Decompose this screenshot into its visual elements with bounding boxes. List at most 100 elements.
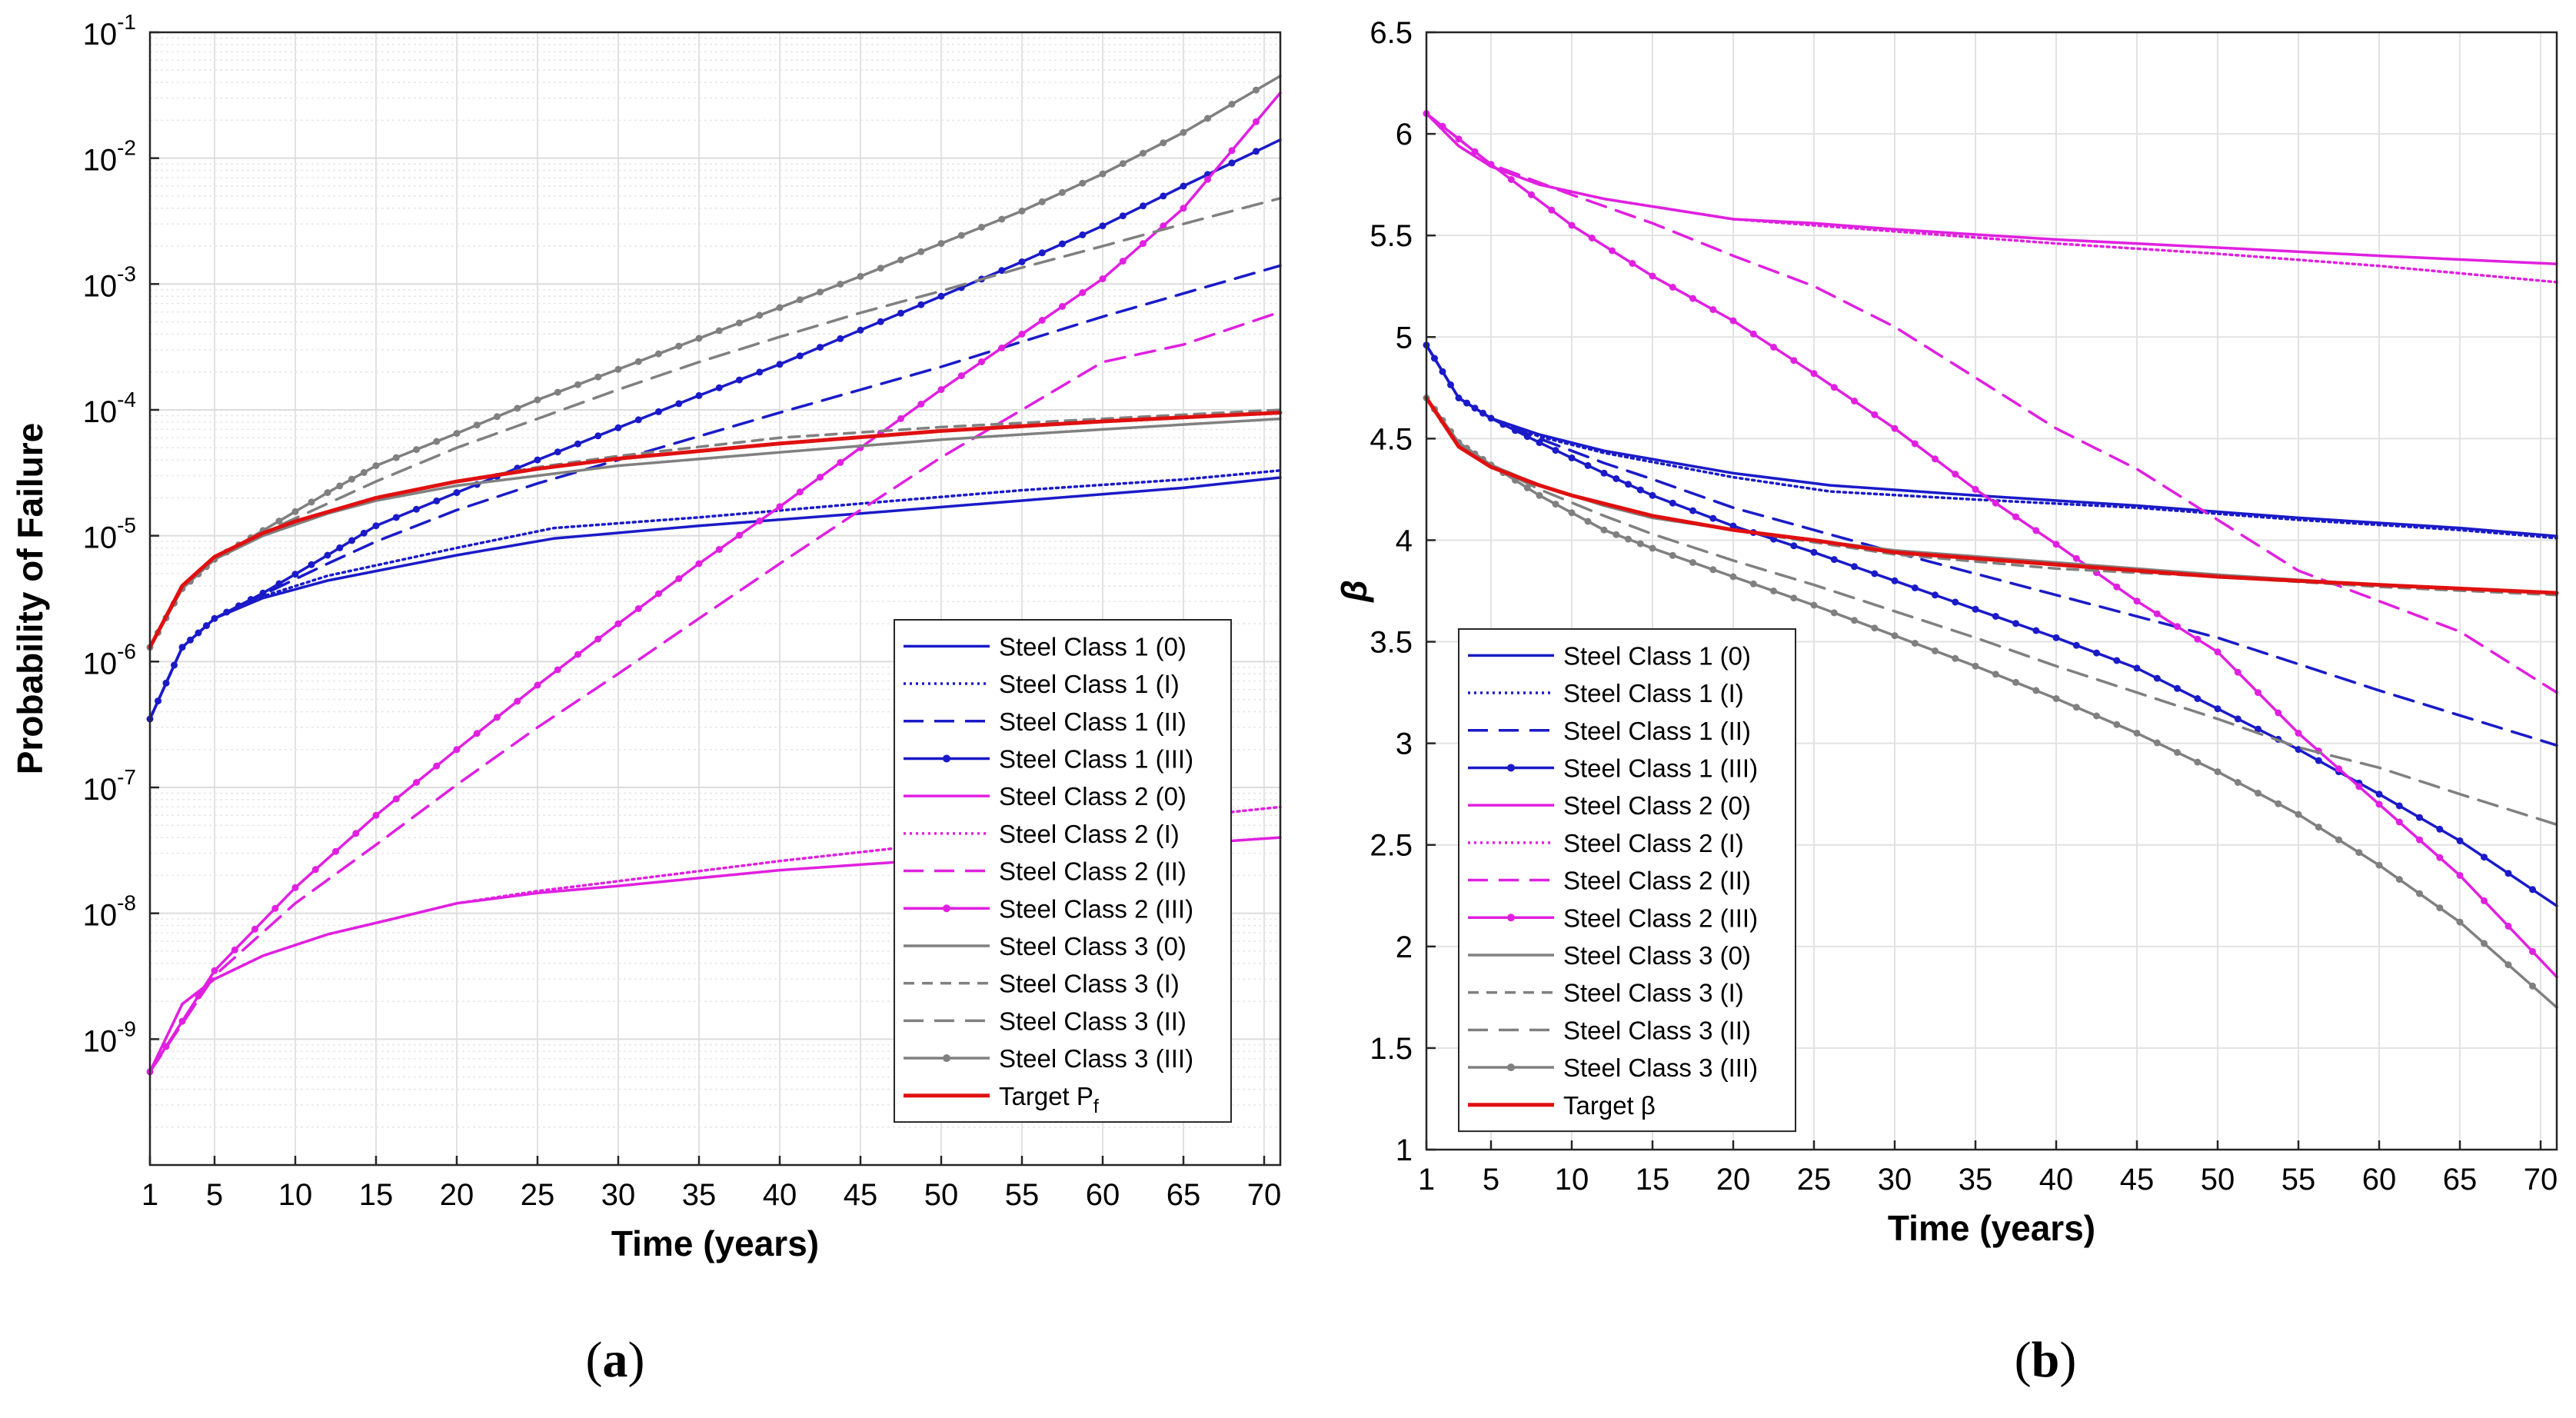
panel-label-close-paren: ) bbox=[628, 1332, 645, 1388]
series-steel-class-2-iii-marker bbox=[574, 651, 581, 658]
y-axis-label: Probability of Failure bbox=[10, 423, 50, 775]
series-steel-class-1-iii-marker bbox=[1636, 486, 1644, 494]
series-steel-class-3-iii-marker bbox=[1160, 139, 1167, 147]
series-steel-class-1-iii-marker bbox=[2234, 715, 2242, 723]
x-axis-label: Time (years) bbox=[1888, 1208, 2095, 1248]
y-axis-label: β bbox=[1334, 580, 1374, 603]
legend: Steel Class 1 (0) Steel Class 1 (I) Steel … bbox=[1458, 628, 1796, 1133]
legend-label: Steel Class 3 (II) bbox=[1563, 1016, 1751, 1044]
x-tick-label: 25 bbox=[521, 1178, 555, 1212]
series-steel-class-3-iii-marker bbox=[614, 365, 622, 373]
x-tick-label: 5 bbox=[206, 1178, 223, 1212]
y-tick-label: 10-6 bbox=[83, 639, 136, 681]
series-steel-class-2-iii-marker bbox=[2295, 729, 2302, 737]
series-steel-class-1-iii-marker bbox=[2375, 791, 2383, 798]
legend-label-text: Steel Class 1 (I) bbox=[999, 670, 1180, 698]
series-steel-class-3-iii-marker bbox=[514, 404, 521, 412]
series-steel-class-3-iii-marker bbox=[1992, 671, 1999, 678]
series-steel-class-3-iii-marker bbox=[308, 498, 315, 506]
legend: Steel Class 1 (0) Steel Class 1 (I) Steel … bbox=[894, 619, 1232, 1123]
series-steel-class-1-iii-marker bbox=[2174, 684, 2181, 692]
series-steel-class-2-iii-marker bbox=[352, 830, 360, 837]
series-target-pf-line bbox=[148, 411, 1283, 650]
series-steel-class-2-iii-marker bbox=[1568, 221, 1576, 229]
series-steel-class-2-iii-marker bbox=[231, 946, 238, 954]
axes-frame bbox=[1425, 31, 2558, 1151]
legend-label: Steel Class 3 (II) bbox=[999, 1007, 1186, 1035]
series-steel-class-2-iii-marker bbox=[1228, 147, 1236, 155]
series-steel-class-2-iii-marker bbox=[494, 714, 501, 721]
series-steel-class-1-iii-marker bbox=[2255, 725, 2261, 733]
series-steel-class-1-iii-marker bbox=[917, 301, 925, 308]
y-tick-base: 10 bbox=[83, 144, 118, 178]
series-steel-class-3-iii-marker bbox=[1810, 601, 1818, 609]
series-layer bbox=[146, 75, 1283, 1076]
series-steel-class-3-iii-marker bbox=[1228, 101, 1236, 108]
series-steel-class-2-iii-marker bbox=[1770, 344, 1777, 351]
series-steel-class-1-iii-marker bbox=[2133, 664, 2141, 672]
legend-label: Steel Class 2 (III) bbox=[1563, 904, 1758, 932]
series-steel-class-3-iii-marker bbox=[1253, 86, 1260, 94]
series-steel-class-2-iii-marker bbox=[2355, 783, 2363, 791]
series-steel-class-1-iii-marker bbox=[1536, 439, 1543, 447]
series-steel-class-1-iii-marker bbox=[247, 596, 255, 603]
series-steel-class-1-iii-marker bbox=[1625, 481, 1632, 488]
series-steel-class-2-iii-marker bbox=[1749, 330, 1757, 338]
y-tick-label: 2 bbox=[1396, 930, 1413, 964]
legend-swatch-marker bbox=[1507, 914, 1515, 922]
series-steel-class-2-iii-marker bbox=[473, 730, 481, 737]
y-axis: 10-910-810-710-610-510-410-310-210-1Prob… bbox=[10, 10, 159, 1058]
legend-label: Steel Class 1 (0) bbox=[1563, 641, 1751, 670]
series-steel-class-3-iii-marker bbox=[2295, 811, 2302, 818]
series-steel-class-2-iii-marker bbox=[978, 358, 985, 365]
series-steel-class-2-iii-marker bbox=[1851, 398, 1858, 404]
series-steel-class-2-iii-marker bbox=[2174, 623, 2181, 631]
series-steel-class-3-iii-marker bbox=[2072, 704, 2080, 711]
series-steel-class-2-iii-marker bbox=[2153, 610, 2161, 617]
series-steel-class-3-ii-line bbox=[148, 197, 1282, 649]
series-steel-class-2-iii-marker bbox=[1119, 258, 1127, 265]
panel-label: (b) bbox=[2015, 1332, 2077, 1388]
series-steel-class-2-iii-marker bbox=[1871, 411, 1879, 418]
series-steel-class-2-iii-marker bbox=[1079, 289, 1087, 296]
series-steel-class-3-iii-marker bbox=[2032, 687, 2040, 694]
series-steel-class-3-iii-marker bbox=[1099, 170, 1107, 178]
series-steel-class-3-iii-marker bbox=[796, 296, 804, 304]
series-steel-class-3-iii-marker bbox=[756, 311, 764, 319]
legend-label: Steel Class 3 (0) bbox=[1563, 941, 1751, 970]
x-tick-label: 1 bbox=[1418, 1163, 1435, 1197]
series-steel-class-2-iii-marker bbox=[695, 560, 703, 568]
y-tick-label: 4 bbox=[1396, 524, 1413, 558]
series-steel-class-3-iii-marker bbox=[675, 342, 683, 350]
legend-label-text: Steel Class 3 (III) bbox=[999, 1044, 1193, 1073]
series-steel-class-1-iii-marker bbox=[155, 697, 161, 705]
series-steel-class-1-iii-marker bbox=[1038, 249, 1046, 257]
y-tick-label: 4.5 bbox=[1370, 422, 1413, 456]
legend-swatch-marker bbox=[943, 904, 950, 913]
series-steel-class-2-i-line bbox=[1425, 112, 2558, 284]
y-tick-label: 5.5 bbox=[1370, 219, 1413, 253]
series-steel-class-3-iii-marker bbox=[1972, 662, 1979, 670]
series-steel-class-3-iii-marker bbox=[2012, 678, 2019, 686]
series-steel-class-2-iii-marker bbox=[1180, 205, 1187, 212]
series-steel-class-2-iii-marker bbox=[1018, 331, 1026, 338]
series-steel-class-2-iii-marker bbox=[1891, 424, 1899, 432]
legend-label: Steel Class 2 (II) bbox=[1563, 867, 1751, 895]
series-steel-class-2-iii-marker bbox=[634, 605, 642, 612]
series-steel-class-2-iii-marker bbox=[1911, 440, 1919, 448]
series-steel-class-1-iii-marker bbox=[308, 561, 315, 568]
series-steel-class-1-iii-marker bbox=[776, 361, 784, 368]
legend-label-text: Steel Class 1 (0) bbox=[999, 632, 1186, 661]
panel-label-open-paren: ( bbox=[586, 1332, 603, 1388]
legend-label-text: Steel Class 1 (II) bbox=[999, 707, 1186, 736]
series-target-line bbox=[1424, 396, 2559, 595]
series-steel-class-3-iii-marker bbox=[1204, 115, 1211, 122]
series-steel-class-2-iii-marker bbox=[1439, 122, 1446, 130]
legend-label-text: Steel Class 2 (0) bbox=[1563, 791, 1751, 820]
series-steel-class-3-iii-marker bbox=[837, 281, 844, 288]
series-steel-class-1-iii-marker bbox=[1992, 613, 1999, 620]
series-steel-class-1-iii-marker bbox=[1253, 148, 1260, 155]
series-steel-class-3-iii-marker bbox=[2214, 768, 2222, 776]
series-steel-class-2-iii-marker bbox=[2113, 583, 2121, 591]
series-steel-class-1-iii-marker bbox=[857, 326, 864, 334]
